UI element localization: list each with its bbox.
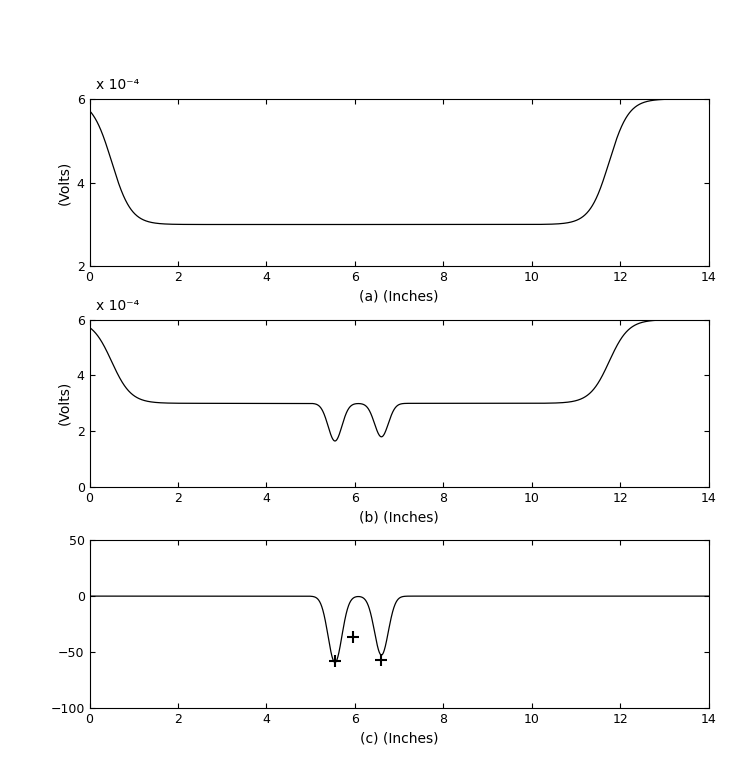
X-axis label: (a) (Inches): (a) (Inches) [360, 290, 439, 304]
Text: x 10⁻⁴: x 10⁻⁴ [95, 78, 139, 92]
X-axis label: (c) (Inches): (c) (Inches) [360, 731, 439, 745]
Text: x 10⁻⁴: x 10⁻⁴ [95, 299, 139, 313]
X-axis label: (b) (Inches): (b) (Inches) [360, 511, 439, 524]
Y-axis label: (Volts): (Volts) [57, 381, 71, 425]
Y-axis label: (Volts): (Volts) [57, 161, 71, 205]
